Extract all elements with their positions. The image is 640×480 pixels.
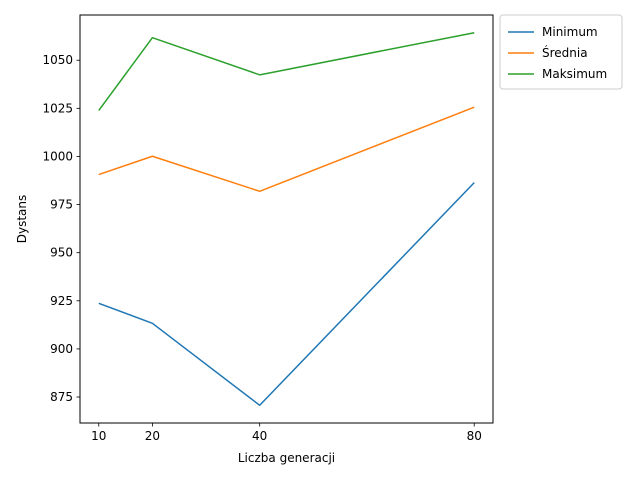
legend-entry-label: Minimum (542, 25, 598, 39)
y-tick-label: 900 (50, 342, 73, 356)
plot-area-frame (79, 14, 494, 424)
y-tick-label: 950 (50, 246, 73, 260)
legend-entry-label: Maksimum (542, 67, 607, 81)
x-tick-label: 40 (252, 429, 267, 443)
y-tick-label: 975 (50, 198, 73, 212)
x-tick-label: 20 (145, 429, 160, 443)
y-tick-label: 925 (50, 294, 73, 308)
x-tick-label: 80 (467, 429, 482, 443)
y-axis: 875 900 925 950 975 1000 1025 1050 (42, 53, 80, 404)
y-tick-label: 1000 (42, 149, 73, 163)
y-tick-label: 1050 (42, 53, 73, 67)
y-axis-label: Dystans (15, 195, 29, 244)
y-tick-label: 875 (50, 390, 73, 404)
x-axis-label: Liczba generacji (238, 451, 335, 465)
legend-entry-label: Średnia (542, 45, 588, 60)
series-line-3 (98, 31, 475, 111)
series-line-2 (98, 106, 475, 193)
series-line-1 (98, 182, 475, 407)
x-axis: 10 20 40 80 (91, 423, 482, 443)
legend: Minimum Średnia Maksimum (499, 14, 623, 90)
x-tick-label: 10 (91, 429, 106, 443)
plot-lines (98, 31, 475, 407)
y-tick-label: 1025 (42, 101, 73, 115)
legend-box (499, 14, 623, 90)
